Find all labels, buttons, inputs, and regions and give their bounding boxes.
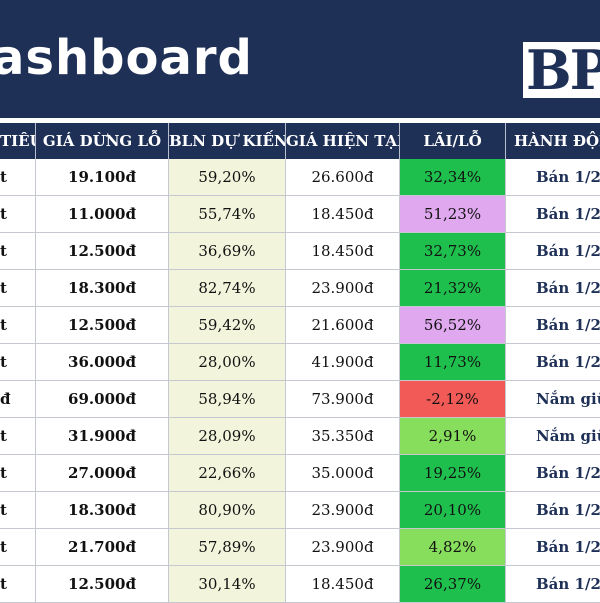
- profit-loss-cell: 11,73%: [400, 344, 506, 380]
- profit-loss-cell: 20,10%: [400, 492, 506, 528]
- profit-loss-cell: 32,34%: [400, 159, 506, 195]
- profit-loss-cell: 21,32%: [400, 270, 506, 306]
- expected-profit-cell: 55,74%: [169, 196, 286, 232]
- expected-profit-cell: 58,94%: [169, 381, 286, 417]
- stop-loss-cell: 11.000đ: [36, 196, 169, 232]
- current-price-cell: 18.450đ: [286, 233, 400, 269]
- expected-profit-cell: 22,66%: [169, 455, 286, 491]
- current-price-cell: 41.900đ: [286, 344, 400, 380]
- expected-profit-cell: 30,14%: [169, 566, 286, 602]
- column-header-expected-profit: BLN DỰ KIẾN: [169, 123, 286, 159]
- action-cell: Nắm giữ: [536, 390, 600, 408]
- current-price-cell: 21.600đ: [286, 307, 400, 343]
- action-cell: Bán 1/2: [536, 205, 600, 223]
- target-cell: t: [0, 566, 36, 602]
- profit-loss-cell: 51,23%: [400, 196, 506, 232]
- current-price-cell: 35.000đ: [286, 455, 400, 491]
- current-price-cell: 18.450đ: [286, 566, 400, 602]
- current-price-cell: 23.900đ: [286, 529, 400, 565]
- expected-profit-cell: 59,42%: [169, 307, 286, 343]
- action-cell: Bán 1/2: [536, 316, 600, 334]
- action-cell: Bán 1/2: [536, 353, 600, 371]
- current-price-cell: 18.450đ: [286, 196, 400, 232]
- table-row: t 12.500đ 59,42% 21.600đ 56,52% Bán 1/2: [0, 307, 600, 344]
- target-cell: t: [0, 492, 36, 528]
- table-row: t 36.000đ 28,00% 41.900đ 11,73% Bán 1/2: [0, 344, 600, 381]
- column-header-stop-loss: GIÁ DỪNG LỖ: [36, 123, 169, 159]
- table-row: t 18.300đ 82,74% 23.900đ 21,32% Bán 1/2: [0, 270, 600, 307]
- target-cell: t: [0, 270, 36, 306]
- table-row: t 19.100đ 59,20% 26.600đ 32,34% Bán 1/2: [0, 159, 600, 196]
- stop-loss-cell: 21.700đ: [36, 529, 169, 565]
- brand-logo: BP: [523, 42, 600, 98]
- stop-loss-cell: 12.500đ: [36, 307, 169, 343]
- target-cell: t: [0, 344, 36, 380]
- profit-loss-cell: 32,73%: [400, 233, 506, 269]
- expected-profit-cell: 36,69%: [169, 233, 286, 269]
- column-header-current-price: GIÁ HIỆN TẠI: [286, 123, 400, 159]
- profit-loss-cell: -2,12%: [400, 381, 506, 417]
- action-cell: Bán 1/2: [536, 501, 600, 519]
- stop-loss-cell: 31.900đ: [36, 418, 169, 454]
- expected-profit-cell: 80,90%: [169, 492, 286, 528]
- action-cell: Nắm giữ: [536, 427, 600, 445]
- current-price-cell: 26.600đ: [286, 159, 400, 195]
- profit-loss-cell: 56,52%: [400, 307, 506, 343]
- current-price-cell: 23.900đ: [286, 270, 400, 306]
- table-header-row: TIÊU GIÁ DỪNG LỖ BLN DỰ KIẾN GIÁ HIỆN TẠ…: [0, 123, 600, 159]
- expected-profit-cell: 28,09%: [169, 418, 286, 454]
- target-cell: t: [0, 233, 36, 269]
- target-cell: t: [0, 418, 36, 454]
- stop-loss-cell: 27.000đ: [36, 455, 169, 491]
- action-cell: Bán 1/2: [536, 538, 600, 556]
- column-header-target: TIÊU: [0, 123, 36, 159]
- profit-loss-cell: 4,82%: [400, 529, 506, 565]
- table-row: t 18.300đ 80,90% 23.900đ 20,10% Bán 1/2: [0, 492, 600, 529]
- target-cell: t: [0, 455, 36, 491]
- action-cell: Bán 1/2: [536, 464, 600, 482]
- stop-loss-cell: 12.500đ: [36, 233, 169, 269]
- current-price-cell: 35.350đ: [286, 418, 400, 454]
- target-cell: t: [0, 529, 36, 565]
- target-cell: đ: [0, 381, 36, 417]
- expected-profit-cell: 57,89%: [169, 529, 286, 565]
- profit-loss-cell: 2,91%: [400, 418, 506, 454]
- stop-loss-cell: 69.000đ: [36, 381, 169, 417]
- column-header-profit-loss: LÃI/LỖ: [400, 123, 506, 159]
- column-header-action: HÀNH ĐỘN: [514, 132, 600, 150]
- profit-loss-cell: 19,25%: [400, 455, 506, 491]
- expected-profit-cell: 28,00%: [169, 344, 286, 380]
- table-row: t 21.700đ 57,89% 23.900đ 4,82% Bán 1/2: [0, 529, 600, 566]
- brand-logo-text: BP: [526, 42, 600, 98]
- stop-loss-cell: 12.500đ: [36, 566, 169, 602]
- current-price-cell: 73.900đ: [286, 381, 400, 417]
- action-cell: Bán 1/2: [536, 575, 600, 593]
- stop-loss-cell: 18.300đ: [36, 492, 169, 528]
- action-cell: Bán 1/2: [536, 168, 600, 186]
- stop-loss-cell: 19.100đ: [36, 159, 169, 195]
- dashboard-banner: ashboard BP: [0, 0, 600, 118]
- table-row: t 27.000đ 22,66% 35.000đ 19,25% Bán 1/2: [0, 455, 600, 492]
- table-row: t 12.500đ 30,14% 18.450đ 26,37% Bán 1/2: [0, 566, 600, 603]
- expected-profit-cell: 59,20%: [169, 159, 286, 195]
- target-cell: t: [0, 196, 36, 232]
- stop-loss-cell: 36.000đ: [36, 344, 169, 380]
- page-title: ashboard: [0, 30, 253, 86]
- expected-profit-cell: 82,74%: [169, 270, 286, 306]
- action-cell: Bán 1/2: [536, 279, 600, 297]
- table-row: t 11.000đ 55,74% 18.450đ 51,23% Bán 1/2: [0, 196, 600, 233]
- target-cell: t: [0, 159, 36, 195]
- current-price-cell: 23.900đ: [286, 492, 400, 528]
- stop-loss-cell: 18.300đ: [36, 270, 169, 306]
- target-cell: t: [0, 307, 36, 343]
- profit-loss-cell: 26,37%: [400, 566, 506, 602]
- table-row: t 12.500đ 36,69% 18.450đ 32,73% Bán 1/2: [0, 233, 600, 270]
- action-cell: Bán 1/2: [536, 242, 600, 260]
